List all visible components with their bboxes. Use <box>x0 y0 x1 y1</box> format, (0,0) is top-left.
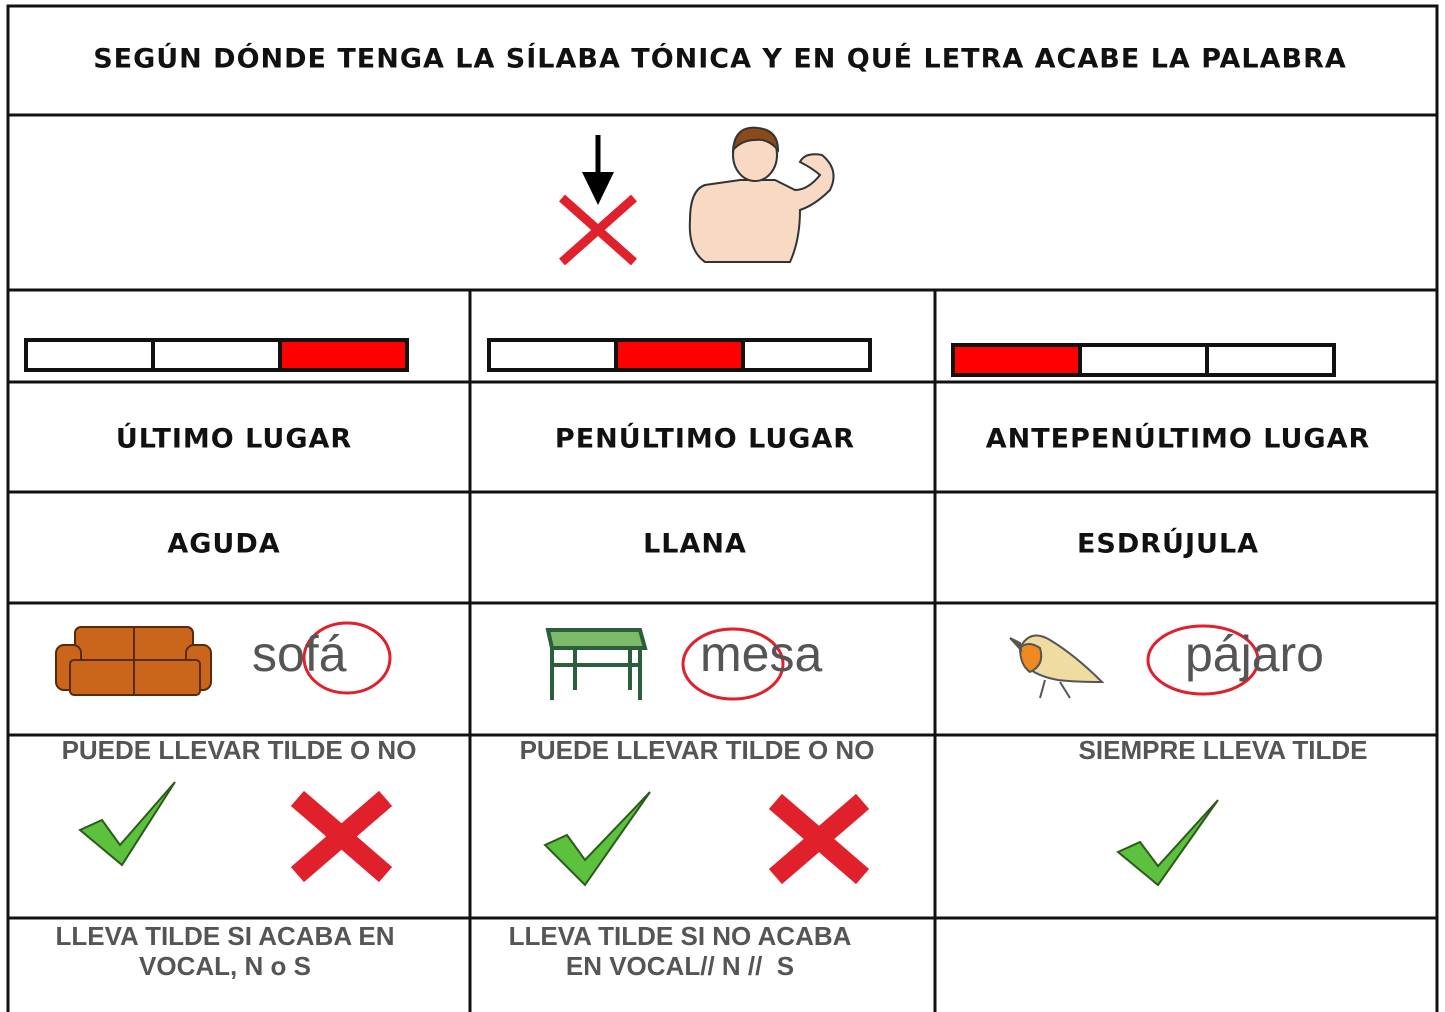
position-label: ÚLTIMO LUGAR <box>116 423 352 455</box>
syllable-bars <box>24 338 1336 377</box>
bird-icon <box>1009 634 1105 699</box>
position-label: ANTEPENÚLTIMO LUGAR <box>986 423 1371 455</box>
example-word: pájaro <box>1185 626 1324 682</box>
accent-rule: SIEMPRE LLEVA TILDE <box>1079 735 1368 765</box>
accent-note: LLEVA TILDE SI NO ACABA <box>509 921 852 951</box>
accent-rule: PUEDE LLEVAR TILDE O NO <box>62 735 417 765</box>
accent-note: VOCAL, N o S <box>139 951 311 981</box>
sofa-icon <box>55 626 212 696</box>
accent-rule: PUEDE LLEVAR TILDE O NO <box>520 735 875 765</box>
example-word: mesa <box>700 626 822 682</box>
accent-note: EN VOCAL// N // S <box>566 951 794 981</box>
word-type: LLANA <box>643 529 747 560</box>
accent-note: LLEVA TILDE SI ACABA EN <box>56 921 395 951</box>
example-word: sofá <box>252 626 347 682</box>
check-and-cross-icons <box>78 781 1219 887</box>
desk-icon <box>545 628 648 700</box>
stress-icon <box>559 135 637 266</box>
word-type: ESDRÚJULA <box>1077 528 1259 560</box>
position-label: PENÚLTIMO LUGAR <box>555 423 855 455</box>
table-grid <box>6 4 1439 1012</box>
title: SEGÚN DÓNDE TENGA LA SÍLABA TÓNICA Y EN … <box>93 43 1347 75</box>
strong-man-icon <box>688 126 835 263</box>
word-type: AGUDA <box>167 529 280 560</box>
stress-circles <box>302 621 1260 701</box>
